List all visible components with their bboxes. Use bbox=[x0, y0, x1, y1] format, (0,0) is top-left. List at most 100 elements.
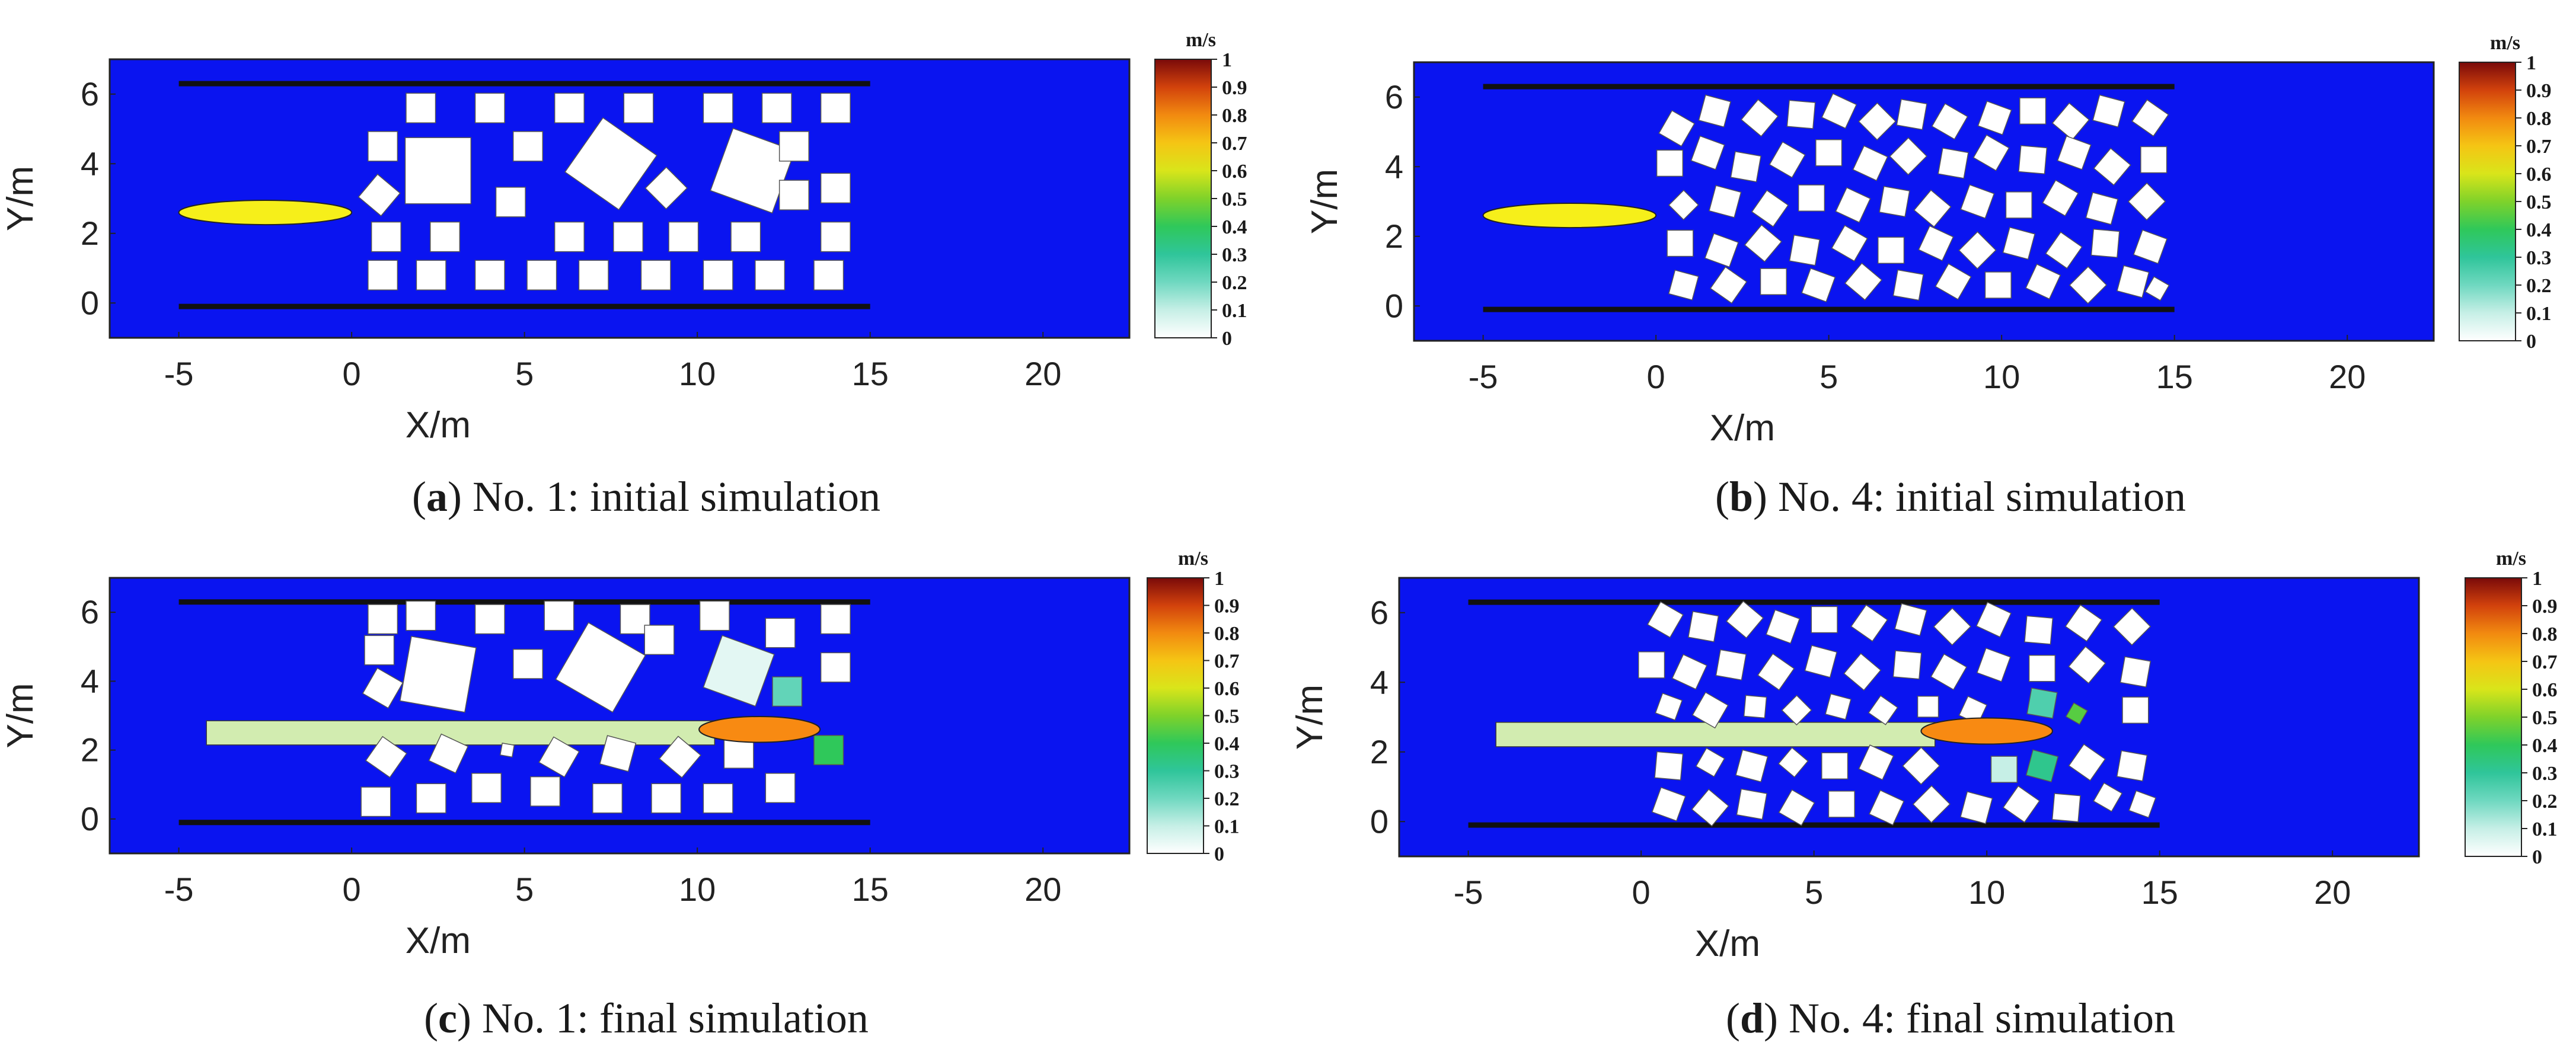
colorbar-tick-label: 0.1 bbox=[2526, 303, 2552, 325]
floating-block bbox=[599, 735, 637, 772]
colorbar-tick-label: 0.5 bbox=[1214, 706, 1240, 728]
floating-block bbox=[2045, 231, 2083, 269]
floating-block bbox=[1933, 607, 1971, 646]
x-tick-label: 0 bbox=[1632, 874, 1651, 911]
floating-block bbox=[1828, 791, 1855, 818]
floating-block bbox=[404, 137, 472, 204]
floating-block bbox=[1709, 266, 1748, 304]
floating-block bbox=[2128, 790, 2156, 818]
floating-block bbox=[2051, 793, 2081, 823]
x-tick-label: 10 bbox=[1968, 874, 2005, 911]
moving-body bbox=[178, 199, 353, 226]
y-tick-label: 0 bbox=[81, 800, 99, 837]
floating-block bbox=[1879, 186, 1910, 218]
colorbar-tick-label: 1 bbox=[2532, 568, 2542, 590]
floating-block bbox=[1741, 99, 1779, 137]
y-tick-label: 6 bbox=[81, 593, 99, 631]
colorbar-tick-label: 0.2 bbox=[1222, 272, 1247, 294]
floating-block bbox=[2068, 645, 2106, 684]
colorbar-unit: m/s bbox=[2490, 32, 2520, 54]
colorbar bbox=[1154, 59, 1212, 338]
floating-block bbox=[1913, 189, 1952, 228]
floating-block bbox=[1892, 650, 1922, 680]
floating-block bbox=[2092, 94, 2125, 128]
floating-block bbox=[668, 221, 699, 252]
floating-block bbox=[554, 221, 585, 252]
floating-block bbox=[659, 735, 701, 779]
panel-b: -5 0 5 10 15 20 0 2 4 6 X/m Y/m m/s 1 0.9 0.8 0.7 0.6 0.5 0… bbox=[1304, 32, 2552, 449]
floating-block bbox=[430, 221, 461, 252]
floating-block bbox=[2002, 785, 2041, 823]
x-tick-label: 0 bbox=[343, 871, 361, 908]
floating-block bbox=[1937, 148, 1969, 179]
x-tick-label: 20 bbox=[1024, 871, 1061, 908]
x-tick-label: 5 bbox=[1820, 358, 1838, 395]
floating-block bbox=[772, 676, 803, 707]
x-tick-label: 15 bbox=[2141, 874, 2178, 911]
floating-block bbox=[1868, 789, 1905, 826]
floating-block bbox=[1804, 645, 1838, 678]
colorbar-tick-label: 0.6 bbox=[1214, 678, 1240, 700]
y-tick-label: 2 bbox=[1370, 733, 1388, 770]
floating-block bbox=[1704, 233, 1739, 268]
colorbar-tick-label: 0 bbox=[2532, 846, 2542, 868]
colorbar-tick-label: 0.2 bbox=[2532, 791, 2558, 813]
floating-block bbox=[1735, 749, 1769, 783]
floating-block bbox=[1687, 610, 1719, 642]
colorbar-tick-label: 0.4 bbox=[2532, 735, 2558, 757]
floating-block bbox=[2116, 750, 2148, 782]
x-tick-label: 0 bbox=[1647, 358, 1665, 395]
floating-block bbox=[2122, 696, 2149, 724]
floating-block bbox=[778, 131, 809, 162]
floating-block bbox=[564, 117, 657, 210]
colorbar-tick-label: 0.7 bbox=[2526, 136, 2552, 158]
velocity-trail bbox=[206, 720, 716, 746]
floating-block bbox=[2112, 607, 2152, 646]
floating-block bbox=[1743, 695, 1767, 719]
floating-block bbox=[1877, 236, 1905, 264]
colorbar-tick-label: 0.6 bbox=[1222, 161, 1247, 183]
y-tick-label: 0 bbox=[81, 284, 99, 321]
panel-c: -5 0 5 10 15 20 0 2 4 6 X/m Y/m m/s 1 0.9 0.8 0.7 0.6 0.5 0… bbox=[0, 548, 1240, 961]
x-tick-label: -5 bbox=[1469, 358, 1498, 395]
floating-block bbox=[1976, 647, 2011, 683]
x-tick-label: -5 bbox=[164, 871, 194, 908]
floating-block bbox=[1858, 744, 1894, 781]
floating-block bbox=[2042, 180, 2079, 217]
floating-block bbox=[2051, 102, 2090, 140]
floating-block bbox=[1843, 653, 1882, 691]
floating-block bbox=[1935, 263, 1972, 300]
floating-block bbox=[1835, 187, 1871, 223]
floating-block bbox=[416, 260, 446, 290]
floating-block bbox=[2005, 191, 2032, 219]
floating-block bbox=[1691, 788, 1729, 827]
floating-block bbox=[703, 783, 733, 814]
floating-block bbox=[2019, 97, 2047, 125]
floating-block bbox=[2117, 265, 2150, 298]
floating-block bbox=[2025, 263, 2061, 300]
x-tick-label: 0 bbox=[343, 355, 361, 392]
floating-block bbox=[1868, 695, 1898, 725]
floating-block bbox=[2093, 782, 2123, 813]
floating-block bbox=[544, 600, 574, 631]
floating-block bbox=[640, 260, 671, 290]
colorbar-tick-label: 0.1 bbox=[1214, 816, 1240, 838]
floating-block bbox=[2002, 226, 2036, 260]
floating-block bbox=[2068, 743, 2106, 782]
colorbar-tick-label: 0.9 bbox=[2532, 596, 2558, 618]
colorbar bbox=[1147, 577, 1204, 854]
y-tick-label: 4 bbox=[1385, 148, 1403, 185]
y-tick-label: 4 bbox=[1370, 663, 1388, 701]
floating-block bbox=[1789, 234, 1821, 266]
x-tick-label: 15 bbox=[852, 871, 889, 908]
floating-block bbox=[1658, 110, 1696, 147]
floating-block bbox=[364, 635, 395, 666]
floating-block bbox=[2131, 99, 2169, 137]
floating-block bbox=[1691, 692, 1729, 729]
floating-block bbox=[755, 260, 786, 290]
floating-block bbox=[2024, 615, 2054, 645]
colorbar-tick-label: 0.9 bbox=[2526, 80, 2552, 102]
x-tick-label: -5 bbox=[1454, 874, 1483, 911]
floating-block bbox=[1751, 190, 1789, 228]
floating-block bbox=[765, 773, 796, 804]
